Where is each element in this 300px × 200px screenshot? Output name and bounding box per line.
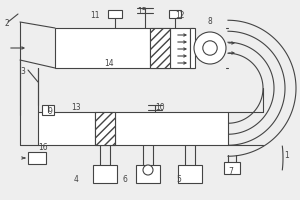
Text: 1: 1 bbox=[284, 152, 289, 160]
Bar bbox=[169, 10, 181, 18]
Text: 13: 13 bbox=[72, 102, 81, 112]
Text: 7: 7 bbox=[229, 166, 233, 176]
Text: 15: 15 bbox=[138, 6, 147, 16]
Text: 4: 4 bbox=[74, 174, 79, 184]
Bar bbox=[178, 165, 202, 183]
Bar bbox=[55, 28, 190, 68]
Text: 16: 16 bbox=[39, 142, 48, 152]
Bar bbox=[190, 28, 195, 68]
Text: 2: 2 bbox=[4, 19, 9, 27]
Bar bbox=[224, 162, 240, 174]
Text: 12: 12 bbox=[175, 10, 185, 20]
Text: 10: 10 bbox=[156, 104, 165, 112]
Text: 5: 5 bbox=[176, 174, 181, 184]
Bar bbox=[38, 112, 228, 145]
Text: 8: 8 bbox=[208, 17, 212, 25]
Text: 6: 6 bbox=[122, 174, 127, 184]
Bar bbox=[150, 28, 170, 68]
Circle shape bbox=[203, 41, 217, 55]
Bar bbox=[28, 152, 46, 164]
Bar bbox=[136, 165, 160, 183]
Text: 11: 11 bbox=[90, 10, 99, 20]
Circle shape bbox=[143, 165, 153, 175]
Bar bbox=[95, 112, 115, 145]
Bar bbox=[108, 10, 122, 18]
Bar bbox=[93, 165, 117, 183]
Bar bbox=[42, 105, 54, 115]
Text: 9: 9 bbox=[47, 107, 52, 116]
Text: 3: 3 bbox=[20, 66, 25, 75]
Text: 14: 14 bbox=[105, 60, 114, 68]
Circle shape bbox=[194, 32, 226, 64]
